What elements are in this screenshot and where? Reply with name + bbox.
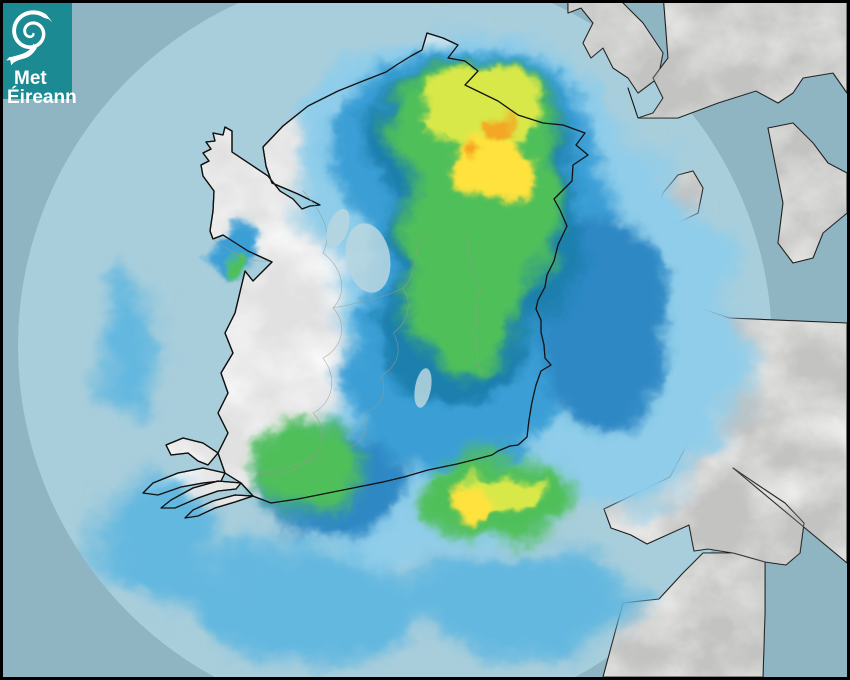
svg-text:Éireann: Éireann [7,86,77,108]
svg-text:Met: Met [14,68,47,89]
